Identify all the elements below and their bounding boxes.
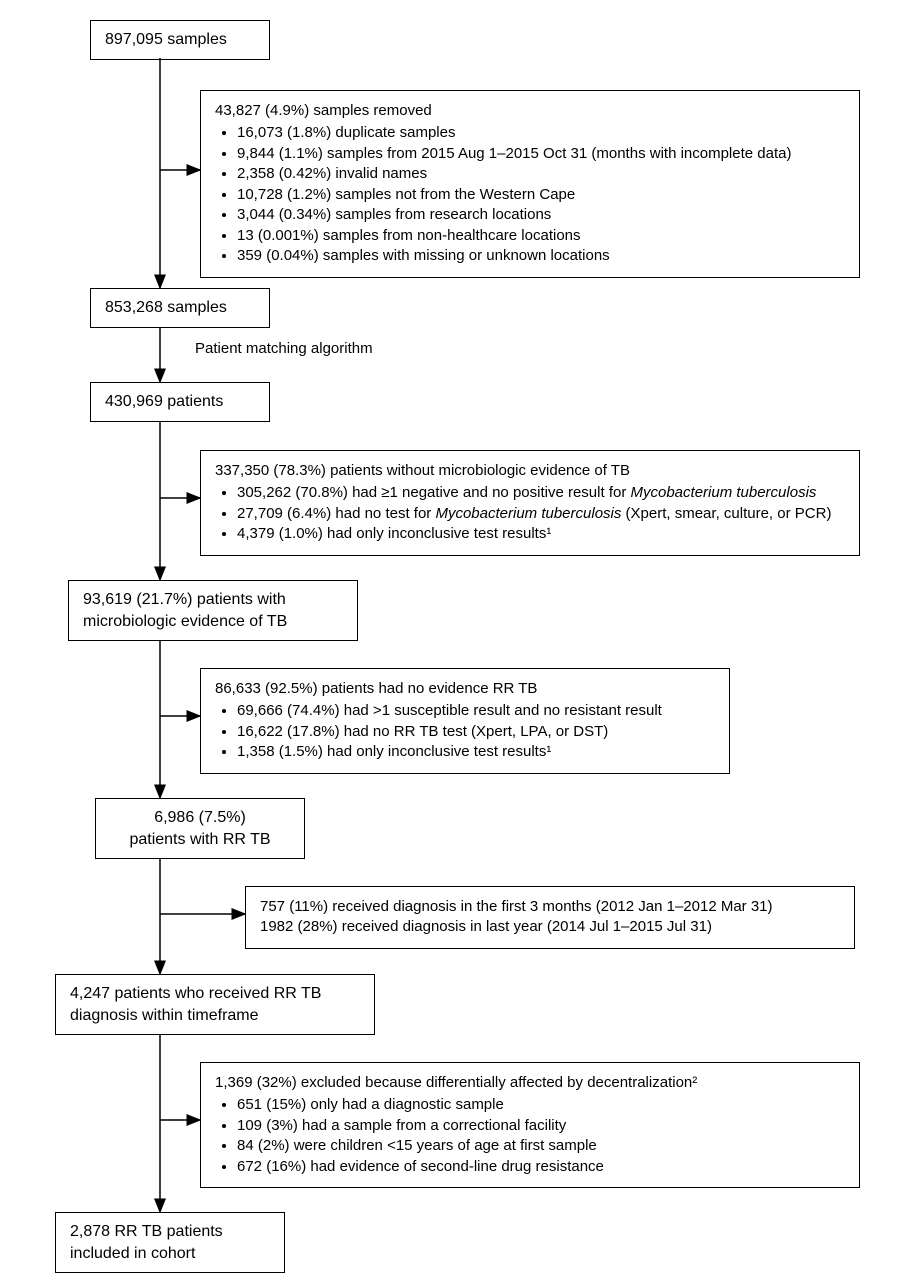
- list-item: 3,044 (0.34%) samples from research loca…: [237, 205, 845, 225]
- list-item: 359 (0.04%) samples with missing or unkn…: [237, 246, 845, 266]
- node-text: 853,268 samples: [105, 299, 227, 316]
- list-item: 10,728 (1.2%) samples not from the Weste…: [237, 185, 845, 205]
- list-item: 84 (2%) were children <15 years of age a…: [237, 1136, 845, 1156]
- bullet-list: 305,262 (70.8%) had ≥1 negative and no p…: [215, 483, 845, 544]
- node-line2: microbiologic evidence of TB: [83, 613, 287, 630]
- list-item: 69,666 (74.4%) had >1 susceptible result…: [237, 701, 715, 721]
- node-line1: 4,247 patients who received RR TB: [70, 985, 321, 1002]
- list-item: 2,358 (0.42%) invalid names: [237, 164, 845, 184]
- list-item: 651 (15%) only had a diagnostic sample: [237, 1095, 845, 1115]
- node-line2: included in cohort: [70, 1245, 195, 1262]
- list-item: 16,073 (1.8%) duplicate samples: [237, 123, 845, 143]
- node-line: 757 (11%) received diagnosis in the firs…: [260, 897, 840, 917]
- node-final-cohort: 2,878 RR TB patients included in cohort: [55, 1212, 285, 1273]
- bullet-list: 16,073 (1.8%) duplicate samples 9,844 (1…: [215, 123, 845, 266]
- node-line2: patients with RR TB: [129, 831, 270, 848]
- list-item: 109 (3%) had a sample from a correctiona…: [237, 1116, 845, 1136]
- node-timeframe-exclusion: 757 (11%) received diagnosis in the firs…: [245, 886, 855, 949]
- node-samples-removed: 43,827 (4.9%) samples removed 16,073 (1.…: [200, 90, 860, 278]
- node-title: 1,369 (32%) excluded because differentia…: [215, 1073, 845, 1093]
- node-rr-tb-patients: 6,986 (7.5%) patients with RR TB: [95, 798, 305, 859]
- node-text: 430,969 patients: [105, 393, 223, 410]
- node-tb-patients: 93,619 (21.7%) patients with microbiolog…: [68, 580, 358, 641]
- list-item: 13 (0.001%) samples from non-healthcare …: [237, 226, 845, 246]
- node-title: 86,633 (92.5%) patients had no evidence …: [215, 679, 715, 699]
- node-title: 337,350 (78.3%) patients without microbi…: [215, 461, 845, 481]
- bullet-list: 651 (15%) only had a diagnostic sample 1…: [215, 1095, 845, 1176]
- node-patients: 430,969 patients: [90, 382, 270, 422]
- flowchart-container: 897,095 samples 43,827 (4.9%) sam: [20, 20, 880, 1238]
- node-line1: 93,619 (21.7%) patients with: [83, 591, 286, 608]
- node-filtered-samples: 853,268 samples: [90, 288, 270, 328]
- node-line1: 2,878 RR TB patients: [70, 1223, 223, 1240]
- node-line: 1982 (28%) received diagnosis in last ye…: [260, 917, 840, 937]
- list-item: 1,358 (1.5%) had only inconclusive test …: [237, 742, 715, 762]
- node-no-rr-tb: 86,633 (92.5%) patients had no evidence …: [200, 668, 730, 774]
- node-line1: 6,986 (7.5%): [154, 809, 246, 826]
- node-no-tb-evidence: 337,350 (78.3%) patients without microbi…: [200, 450, 860, 556]
- list-item: 4,379 (1.0%) had only inconclusive test …: [237, 524, 845, 544]
- list-item: 16,622 (17.8%) had no RR TB test (Xpert,…: [237, 722, 715, 742]
- bullet-list: 69,666 (74.4%) had >1 susceptible result…: [215, 701, 715, 762]
- node-rr-tb-timeframe: 4,247 patients who received RR TB diagno…: [55, 974, 375, 1035]
- list-item: 672 (16%) had evidence of second-line dr…: [237, 1157, 845, 1177]
- label-patient-matching: Patient matching algorithm: [195, 340, 373, 357]
- list-item: 27,709 (6.4%) had no test for Mycobacter…: [237, 504, 845, 524]
- node-decentralization-exclusion: 1,369 (32%) excluded because differentia…: [200, 1062, 860, 1188]
- node-title: 43,827 (4.9%) samples removed: [215, 101, 845, 121]
- list-item: 305,262 (70.8%) had ≥1 negative and no p…: [237, 483, 845, 503]
- list-item: 9,844 (1.1%) samples from 2015 Aug 1–201…: [237, 144, 845, 164]
- node-line2: diagnosis within timeframe: [70, 1007, 259, 1024]
